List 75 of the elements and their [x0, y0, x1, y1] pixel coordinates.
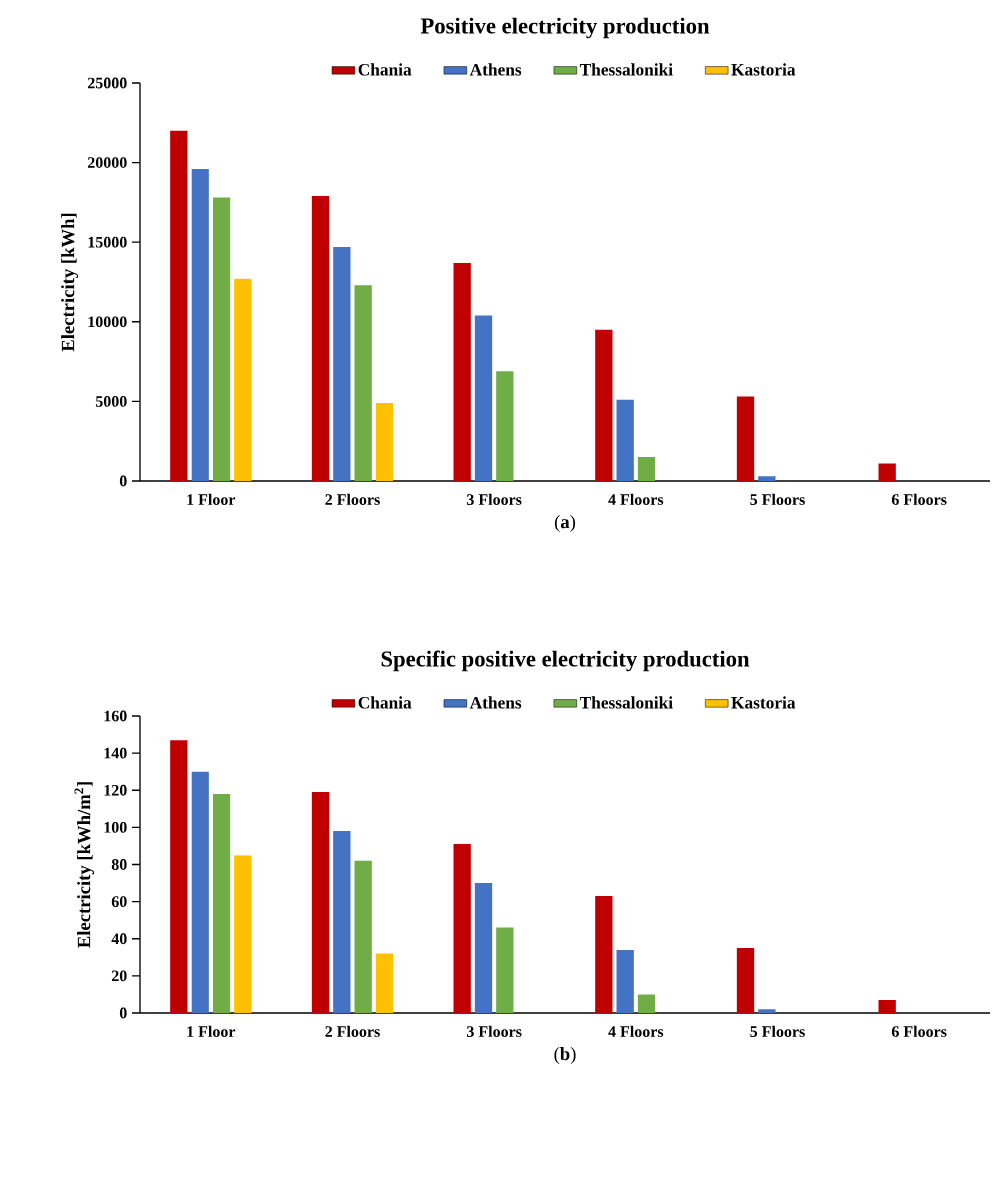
- x-tick-label: 2 Floors: [325, 493, 380, 505]
- chart-title: Positive electricity production: [420, 17, 710, 39]
- bar: [616, 399, 634, 481]
- y-tick-label: 10000: [88, 316, 127, 328]
- y-tick-label: 140: [104, 747, 127, 759]
- x-tick-label: 3 Floors: [467, 493, 522, 505]
- x-tick-label: 3 Floors: [467, 1025, 522, 1037]
- bar: [311, 196, 330, 481]
- bar: [234, 278, 252, 481]
- bar: [311, 792, 330, 1013]
- y-tick-label: 25000: [87, 77, 127, 89]
- bar: [595, 329, 613, 481]
- bar: [453, 844, 471, 1013]
- legend-label: Thessaloniki: [579, 696, 673, 709]
- y-axis-title: Electricity [kWh]: [61, 213, 79, 352]
- bar: [595, 896, 613, 1013]
- bar: [333, 246, 351, 481]
- x-tick-label: 1 Floor: [187, 1025, 236, 1037]
- x-tick-label: 5 Floors: [750, 493, 805, 505]
- y-tick-label: 60: [111, 896, 127, 908]
- x-tick-label: 5 Floors: [750, 1025, 805, 1037]
- y-tick-label: 15000: [88, 236, 127, 248]
- x-tick-label: 6 Floors: [891, 1025, 947, 1037]
- bar: [375, 402, 394, 481]
- bar: [354, 860, 372, 1013]
- y-tick-label: 0: [119, 1007, 127, 1019]
- bar: [637, 457, 656, 481]
- y-tick-label: 120: [104, 784, 127, 796]
- y-tick-label: 20: [111, 970, 127, 982]
- bar: [736, 396, 755, 481]
- legend-label: Thessaloniki: [579, 63, 673, 76]
- bar: [212, 793, 231, 1013]
- legend-label: Kastoria: [731, 63, 796, 76]
- y-tick-label: 100: [104, 821, 127, 833]
- bar: [758, 1009, 776, 1013]
- bar: [758, 476, 776, 481]
- bar: [496, 927, 514, 1013]
- bar: [474, 883, 493, 1013]
- bar: [496, 371, 514, 481]
- y-tick-label: 40: [111, 933, 127, 945]
- legend-label: Chania: [358, 696, 412, 709]
- y-tick-label: 80: [111, 859, 127, 870]
- text: (b): [554, 1047, 576, 1064]
- bar: [191, 771, 209, 1013]
- bar: [354, 285, 372, 481]
- y-axis-title: Electricity [kWh/m$^{2}$]: [74, 782, 95, 948]
- x-tick-label: 6 Floors: [891, 493, 947, 505]
- bar: [333, 831, 351, 1013]
- y-tick-label: 5000: [95, 395, 127, 407]
- x-tick-label: 4 Floors: [608, 1025, 664, 1037]
- bar: [453, 262, 471, 481]
- legend-label: Kastoria: [731, 696, 796, 709]
- bar: [170, 130, 188, 481]
- y-tick-label: 0: [119, 475, 127, 487]
- bar: [474, 315, 493, 481]
- x-tick-label: 1 Floor: [187, 493, 236, 505]
- bar: [375, 953, 394, 1013]
- bar: [736, 948, 755, 1013]
- x-tick-label: 4 Floors: [608, 493, 664, 505]
- y-tick-label: 20000: [87, 157, 127, 168]
- text: (a): [554, 515, 576, 532]
- bar: [878, 1000, 896, 1013]
- legend-label: Chania: [358, 63, 412, 76]
- chart-title: Specific positive electricity production: [381, 650, 750, 672]
- bar: [637, 994, 656, 1013]
- legend-label: Athens: [469, 696, 522, 709]
- bar: [191, 168, 209, 481]
- bar: [234, 855, 252, 1013]
- bar: [878, 463, 896, 481]
- y-tick-label: 160: [104, 710, 127, 722]
- bar: [170, 740, 188, 1013]
- legend-label: Athens: [469, 63, 522, 76]
- bar: [212, 197, 231, 481]
- x-tick-label: 2 Floors: [325, 1025, 380, 1037]
- bar: [616, 949, 634, 1013]
